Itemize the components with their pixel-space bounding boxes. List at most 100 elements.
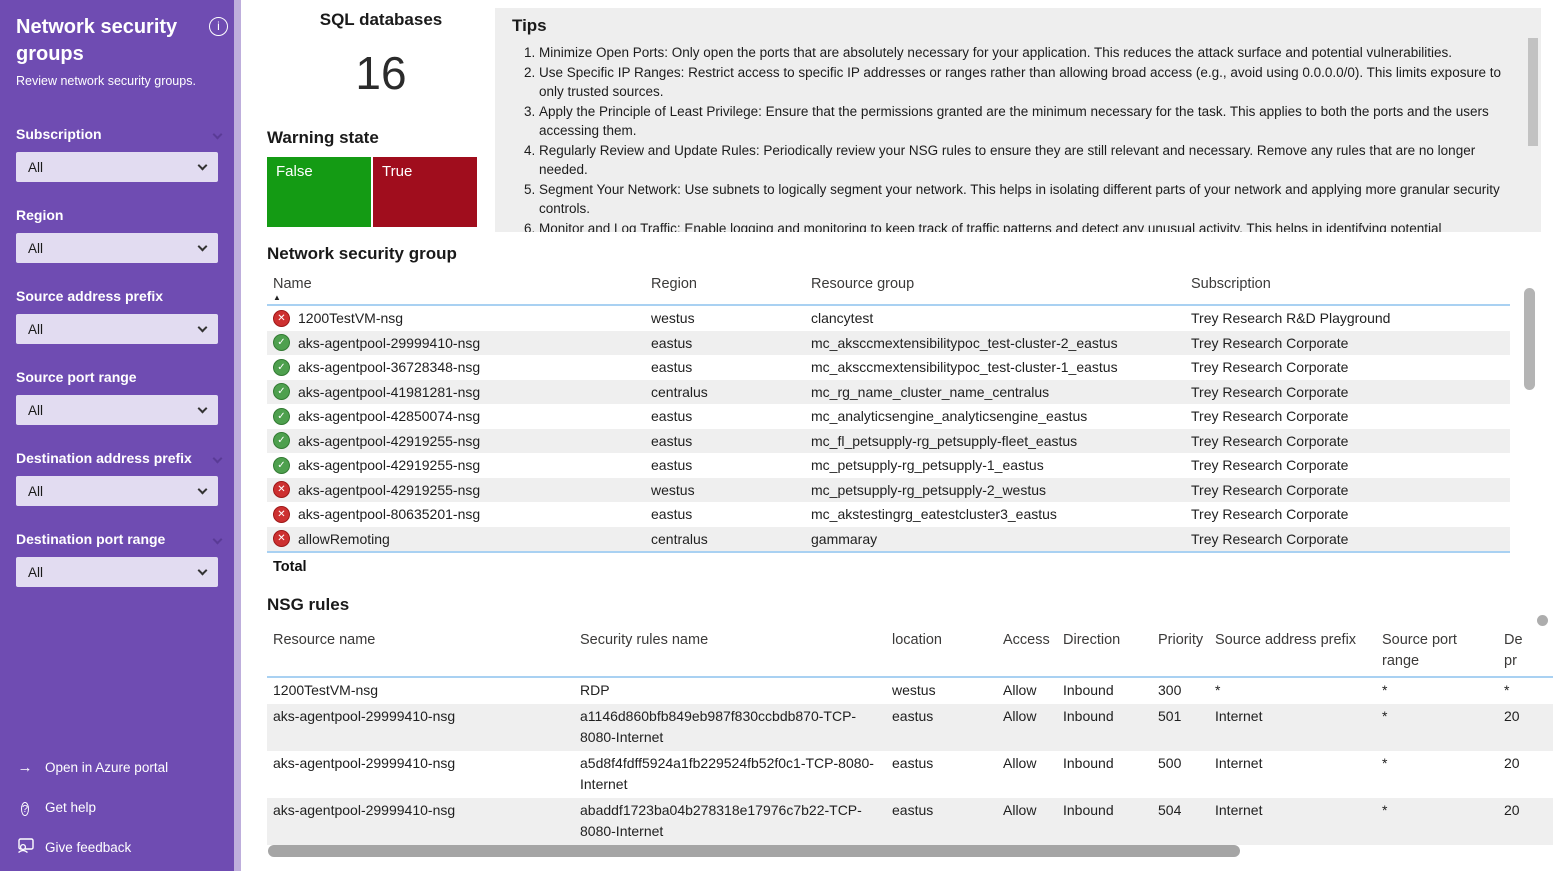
total-label: Total <box>267 551 1510 581</box>
filters: Subscription All Region All <box>16 124 225 587</box>
filter-subscription: Subscription All <box>16 124 225 182</box>
chevron-down-icon <box>197 484 208 495</box>
chevron-down-icon <box>197 160 208 171</box>
dropdown-value: All <box>28 240 44 256</box>
table-row[interactable]: aks-agentpool-42919255-nsg eastus mc_pet… <box>267 453 1510 478</box>
column-header-source-address-prefix[interactable]: Source address prefix <box>1215 632 1357 648</box>
filter-label: Subscription <box>16 126 102 142</box>
tips-scrollbar[interactable] <box>1528 38 1538 146</box>
kpi-value: 16 <box>355 47 407 99</box>
sidebar: Network security groups i Review network… <box>0 0 241 871</box>
column-header-priority[interactable]: Priority <box>1158 632 1204 648</box>
tip-item: Regularly Review and Update Rules: Perio… <box>539 141 1511 180</box>
chevron-down-icon[interactable] <box>212 129 223 139</box>
nsg-table-vertical-scrollbar[interactable] <box>1524 288 1535 390</box>
filter-source-address-prefix: Source address prefix All <box>16 286 225 344</box>
tip-item: Apply the Principle of Least Privilege: … <box>539 102 1511 141</box>
filter-region: Region All <box>16 205 225 263</box>
column-header-name[interactable]: Name ▲ <box>267 272 645 302</box>
filter-destination-port-range: Destination port range All <box>16 529 225 587</box>
table-row[interactable]: aks-agentpool-42919255-nsg eastus mc_fl_… <box>267 428 1510 453</box>
column-header-direction[interactable]: Direction <box>1063 632 1121 648</box>
status-icon <box>273 530 290 548</box>
column-header-subscription[interactable]: Subscription <box>1191 276 1271 292</box>
column-header-location[interactable]: location <box>892 632 942 648</box>
region-dropdown[interactable]: All <box>16 233 218 263</box>
table-row[interactable]: 1200TestVM-nsg westus clancytest Trey Re… <box>267 306 1510 331</box>
help-circle-icon: ? <box>21 801 29 816</box>
destination-address-prefix-dropdown[interactable]: All <box>16 476 218 506</box>
chevron-down-icon <box>197 403 208 414</box>
nsg-rules-header: Resource name Security rules name locati… <box>267 622 1553 678</box>
status-icon <box>273 505 290 523</box>
dropdown-value: All <box>28 321 44 337</box>
column-header-region[interactable]: Region <box>651 276 697 292</box>
table-row[interactable]: aks-agentpool-29999410-nsg abaddf1723ba0… <box>267 798 1553 845</box>
horizontal-scrollbar-thumb[interactable] <box>268 845 1240 857</box>
column-header-resource-name[interactable]: Resource name <box>273 632 376 648</box>
get-help-link[interactable]: ? Get help <box>16 787 168 827</box>
column-header-destination-truncated[interactable]: De pr <box>1504 632 1523 669</box>
table-row[interactable]: 1200TestVM-nsg RDP westus Allow Inbound … <box>273 682 1510 698</box>
table-row[interactable]: aks-agentpool-42919255-nsg westus mc_pet… <box>267 477 1510 502</box>
status-icon <box>273 309 290 327</box>
info-icon[interactable]: i <box>209 17 228 36</box>
tips-list: Minimize Open Ports: Only open the ports… <box>512 43 1511 232</box>
filter-destination-address-prefix: Destination address prefix All <box>16 448 225 506</box>
link-label: Give feedback <box>45 839 132 855</box>
nsg-table-title: Network security group <box>267 244 457 263</box>
column-header-security-rules-name[interactable]: Security rules name <box>580 632 709 648</box>
chevron-down-icon <box>197 322 208 333</box>
table-row[interactable]: aks-agentpool-29999410-nsg a1146d860bfb8… <box>267 704 1553 751</box>
nsg-table-header: Name ▲ Region Resource group Subscriptio… <box>267 272 1510 306</box>
source-address-prefix-dropdown[interactable]: All <box>16 314 218 344</box>
nsg-table: Name ▲ Region Resource group Subscriptio… <box>267 272 1510 581</box>
nsg-rules-vertical-scrollbar[interactable] <box>1537 615 1548 626</box>
page-subtitle: Review network security groups. <box>16 74 196 88</box>
nsg-rules-title: NSG rules <box>267 595 350 614</box>
warning-false-tile[interactable]: False <box>267 157 371 227</box>
filter-label: Destination port range <box>16 531 166 547</box>
tips-title: Tips <box>512 16 547 35</box>
subscription-dropdown[interactable]: All <box>16 152 218 182</box>
source-port-range-dropdown[interactable]: All <box>16 395 218 425</box>
chevron-down-icon <box>197 241 208 252</box>
table-row[interactable]: aks-agentpool-42850074-nsg eastus mc_ana… <box>267 404 1510 429</box>
table-row[interactable]: aks-agentpool-80635201-nsg eastus mc_aks… <box>267 502 1510 527</box>
warning-true-tile[interactable]: True <box>373 157 477 227</box>
give-feedback-link[interactable]: Give feedback <box>16 827 168 867</box>
table-row[interactable]: aks-agentpool-29999410-nsg a5d8f4fdff592… <box>273 755 1520 792</box>
open-in-azure-portal-link[interactable]: → Open in Azure portal <box>16 747 169 787</box>
tip-item: Segment Your Network: Use subnets to log… <box>539 180 1511 219</box>
chevron-down-icon[interactable] <box>212 453 223 463</box>
nsg-rules-table: Resource name Security rules name locati… <box>267 622 1553 852</box>
warning-state-section: Warning state False True <box>267 128 495 227</box>
tip-item: Use Specific IP Ranges: Restrict access … <box>539 63 1511 102</box>
arrow-right-icon: → <box>17 758 33 776</box>
sidebar-scrollbar[interactable] <box>234 0 241 871</box>
chevron-down-icon[interactable] <box>212 534 223 544</box>
tip-item: Monitor and Log Traffic: Enable logging … <box>539 219 1511 233</box>
table-row[interactable]: aks-agentpool-29999410-nsg eastus mc_aks… <box>267 330 1510 355</box>
table-row[interactable]: aks-agentpool-41981281-nsg centralus mc_… <box>267 379 1510 404</box>
horizontal-scrollbar-track[interactable] <box>268 845 1532 857</box>
kpi-title: SQL databases <box>319 10 443 29</box>
column-header-access[interactable]: Access <box>1003 632 1050 648</box>
status-icon <box>273 383 290 401</box>
filter-label: Destination address prefix <box>16 450 192 466</box>
status-icon <box>273 358 290 376</box>
link-label: Get help <box>45 799 97 815</box>
filter-source-port-range: Source port range All <box>16 367 225 425</box>
nsg-table-rows: 1200TestVM-nsg westus clancytest Trey Re… <box>267 306 1510 551</box>
dropdown-value: All <box>28 564 44 580</box>
dropdown-value: All <box>28 483 44 499</box>
table-row[interactable]: aks-agentpool-36728348-nsg eastus mc_aks… <box>267 355 1510 380</box>
destination-port-range-dropdown[interactable]: All <box>16 557 218 587</box>
status-icon <box>273 334 290 352</box>
nsg-rules-rows: 1200TestVM-nsg RDP westus Allow Inbound … <box>267 678 1553 852</box>
column-header-resource-group[interactable]: Resource group <box>811 276 915 292</box>
column-header-source-port-range[interactable]: Source port range <box>1382 632 1457 669</box>
table-row[interactable]: allowRemoting centralus gammaray Trey Re… <box>267 526 1510 551</box>
dropdown-value: All <box>28 402 44 418</box>
